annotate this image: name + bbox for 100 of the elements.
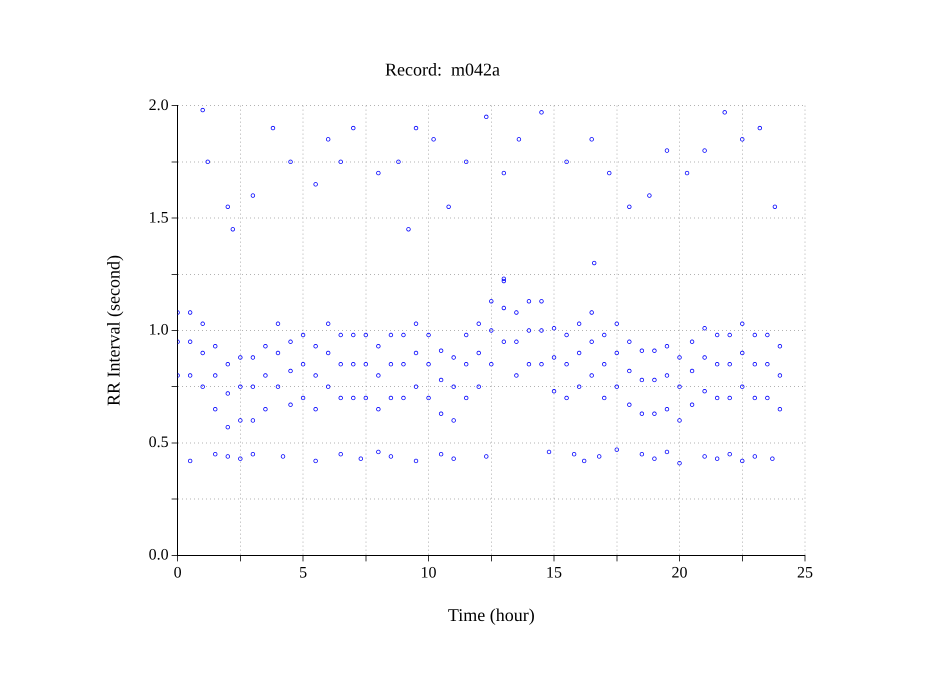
point	[514, 373, 519, 378]
point	[714, 456, 720, 461]
point	[627, 402, 632, 407]
point	[288, 402, 293, 407]
point	[250, 355, 256, 360]
point	[728, 362, 732, 366]
point	[338, 160, 343, 164]
point	[388, 362, 394, 366]
point	[426, 332, 431, 338]
point	[476, 384, 481, 389]
point	[740, 137, 744, 142]
x-tick-label: 5	[299, 564, 308, 582]
point	[614, 384, 619, 389]
point	[206, 160, 210, 164]
point	[451, 418, 456, 423]
point	[602, 396, 606, 400]
point	[677, 460, 682, 466]
point	[714, 332, 720, 338]
point	[288, 340, 293, 344]
point	[406, 227, 411, 232]
y-tick-label: 1.0	[148, 322, 169, 339]
y-tick-label: 0.5	[148, 434, 169, 452]
point	[489, 328, 494, 333]
y-tick-label: 0.0	[148, 546, 169, 564]
point	[338, 396, 343, 400]
point	[451, 384, 456, 389]
point	[576, 384, 582, 389]
point	[564, 332, 569, 338]
point	[250, 384, 256, 389]
point	[765, 362, 770, 366]
point	[752, 454, 758, 459]
point	[376, 450, 381, 454]
point	[740, 384, 744, 389]
point	[376, 407, 381, 412]
point	[238, 418, 243, 423]
point	[539, 362, 544, 366]
point	[338, 362, 343, 366]
point	[728, 332, 732, 338]
point	[702, 326, 707, 330]
point	[765, 396, 770, 400]
point	[376, 373, 381, 378]
point	[263, 407, 268, 412]
point	[250, 193, 256, 198]
point	[438, 452, 444, 456]
point	[263, 373, 268, 378]
y-tick-label: 2.0	[148, 96, 169, 114]
point	[200, 108, 205, 112]
point	[451, 456, 456, 461]
point	[714, 396, 720, 400]
point	[652, 456, 657, 461]
point	[597, 454, 602, 459]
point	[765, 332, 770, 338]
point	[226, 204, 230, 210]
point	[758, 126, 762, 130]
point	[426, 362, 431, 366]
point	[250, 418, 256, 423]
point	[213, 407, 218, 412]
point	[652, 378, 657, 382]
point	[627, 340, 632, 344]
point	[263, 344, 268, 348]
point	[740, 322, 744, 326]
point	[464, 160, 468, 164]
point	[589, 373, 594, 378]
point	[582, 458, 586, 464]
point	[502, 278, 506, 284]
point	[752, 362, 758, 366]
point	[546, 450, 552, 454]
point	[728, 452, 732, 456]
point	[607, 170, 612, 176]
y-tick-label: 1.5	[148, 209, 169, 226]
y-axis-title: RR Interval (second)	[104, 255, 124, 406]
point	[351, 396, 356, 400]
point	[526, 299, 532, 304]
point	[489, 362, 494, 366]
point	[226, 425, 230, 430]
x-tick-label: 25	[797, 564, 813, 582]
point	[270, 126, 276, 130]
point	[213, 452, 218, 456]
point	[388, 396, 394, 400]
point	[647, 193, 652, 198]
point	[288, 160, 293, 164]
point	[502, 306, 506, 310]
point	[376, 170, 381, 176]
point	[351, 126, 356, 130]
point	[576, 350, 582, 356]
point	[213, 373, 218, 378]
point	[338, 332, 343, 338]
point	[226, 454, 230, 459]
point	[752, 396, 758, 400]
point	[364, 362, 368, 366]
point	[778, 407, 782, 412]
point	[358, 456, 363, 461]
point	[414, 126, 418, 130]
point	[464, 362, 468, 366]
point	[526, 328, 532, 333]
point	[388, 332, 394, 338]
point	[276, 350, 280, 356]
point	[778, 344, 782, 348]
point	[740, 350, 744, 356]
chart-title: Record: m042a	[385, 60, 500, 80]
